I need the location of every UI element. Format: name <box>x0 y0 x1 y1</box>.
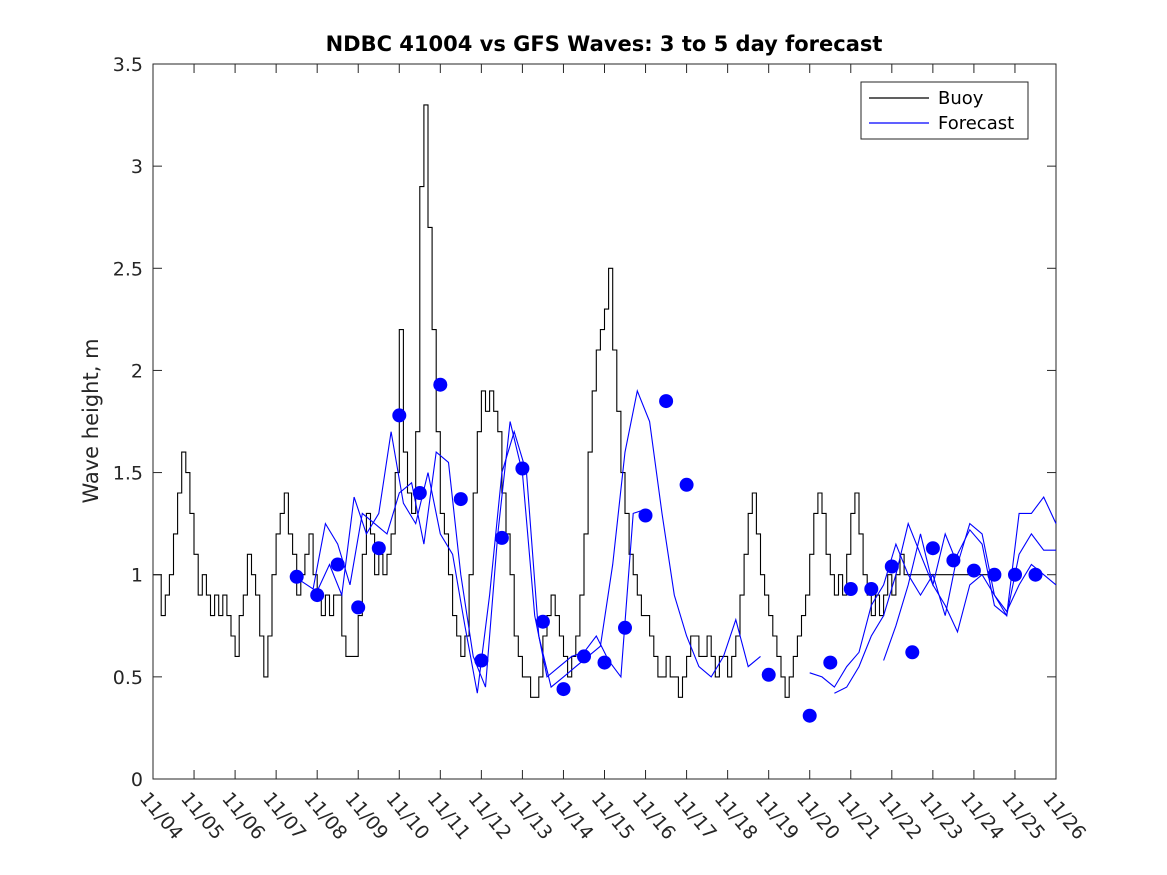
forecast-marker <box>289 569 304 584</box>
x-tick-label: 11/15 <box>587 788 639 844</box>
forecast-marker <box>761 667 776 682</box>
x-tick-label: 11/24 <box>956 788 1008 844</box>
forecast-markers <box>289 377 1043 723</box>
x-tick-label: 11/18 <box>710 788 762 844</box>
forecast-marker <box>392 408 407 423</box>
forecast-marker <box>535 614 550 629</box>
forecast-marker <box>494 530 509 545</box>
forecast-marker <box>371 541 386 556</box>
x-tick-label: 11/07 <box>258 788 310 844</box>
x-tick-label: 11/04 <box>135 788 187 844</box>
forecast-marker <box>987 567 1002 582</box>
y-tick-label: 2 <box>131 360 143 382</box>
forecast-marker <box>1008 567 1022 582</box>
forecast-marker <box>597 655 612 670</box>
x-tick-label: 11/14 <box>546 788 598 844</box>
x-tick-label: 11/08 <box>299 788 351 844</box>
y-tick-label: 1.5 <box>113 463 143 485</box>
forecast-marker <box>453 492 468 507</box>
forecast-marker <box>679 477 694 492</box>
chart-title: NDBC 41004 vs GFS Waves: 3 to 5 day fore… <box>326 32 883 56</box>
x-tick-label: 11/09 <box>340 788 392 844</box>
x-tick-label: 11/10 <box>381 788 433 844</box>
forecast-marker <box>1028 567 1043 582</box>
y-tick-label: 0.5 <box>113 667 143 689</box>
forecast-line-3 <box>834 496 1057 694</box>
forecast-marker <box>925 541 940 556</box>
forecast-marker <box>330 557 345 572</box>
x-tick-label: 11/12 <box>464 788 516 844</box>
forecast-marker <box>351 600 366 615</box>
x-tick-label: 11/05 <box>176 788 228 844</box>
y-tick-label: 3.5 <box>113 54 143 76</box>
plot-area-frame <box>152 63 1057 780</box>
buoy-line <box>153 104 995 698</box>
forecast-marker <box>905 645 920 660</box>
forecast-marker <box>802 708 817 723</box>
forecast-marker <box>310 588 325 603</box>
y-axis-label: Wave height, m <box>79 338 103 503</box>
y-tick-label: 1 <box>131 565 143 587</box>
forecast-marker <box>638 508 653 523</box>
forecast-marker <box>474 653 489 668</box>
y-tick-label: 0 <box>131 769 143 791</box>
forecast-marker <box>946 553 961 568</box>
forecast-marker <box>843 582 858 596</box>
legend-buoy-label: Buoy <box>938 88 984 109</box>
buoy-series <box>153 104 995 698</box>
forecast-marker <box>556 682 571 697</box>
forecast-marker <box>515 461 530 476</box>
forecast-marker <box>884 559 899 574</box>
y-tick-label: 2.5 <box>113 258 143 280</box>
y-tick-label: 3 <box>131 156 143 178</box>
plot-axes <box>152 63 1057 780</box>
forecast-marker <box>412 486 427 500</box>
x-tick-label: 11/20 <box>792 788 844 844</box>
forecast-marker <box>864 582 879 596</box>
legend: Buoy Forecast <box>860 81 1029 140</box>
forecast-series <box>300 388 1057 694</box>
forecast-line-2 <box>316 388 761 694</box>
forecast-marker <box>618 620 632 635</box>
x-tick-label: 11/22 <box>874 788 926 844</box>
x-tick-label: 11/17 <box>669 788 721 844</box>
forecast-marker <box>577 649 591 664</box>
forecast-line-1 <box>300 421 646 688</box>
x-tick-label: 11/26 <box>1038 788 1090 844</box>
x-tick-label: 11/11 <box>422 788 474 844</box>
x-tick-label: 11/21 <box>833 788 885 844</box>
x-tick-label: 11/19 <box>751 788 803 844</box>
x-tick-label: 11/16 <box>628 788 680 844</box>
legend-forecast-label: Forecast <box>938 113 1014 134</box>
forecast-marker <box>966 563 981 578</box>
legend-box <box>860 81 1029 140</box>
forecast-line-5 <box>883 533 1057 661</box>
forecast-marker <box>433 377 448 392</box>
forecast-marker <box>659 394 674 409</box>
x-tick-label: 11/06 <box>217 788 269 844</box>
x-tick-label: 11/13 <box>505 788 557 844</box>
x-tick-label: 11/23 <box>915 788 967 844</box>
x-tick-label: 11/25 <box>997 788 1049 844</box>
forecast-marker <box>823 655 838 670</box>
